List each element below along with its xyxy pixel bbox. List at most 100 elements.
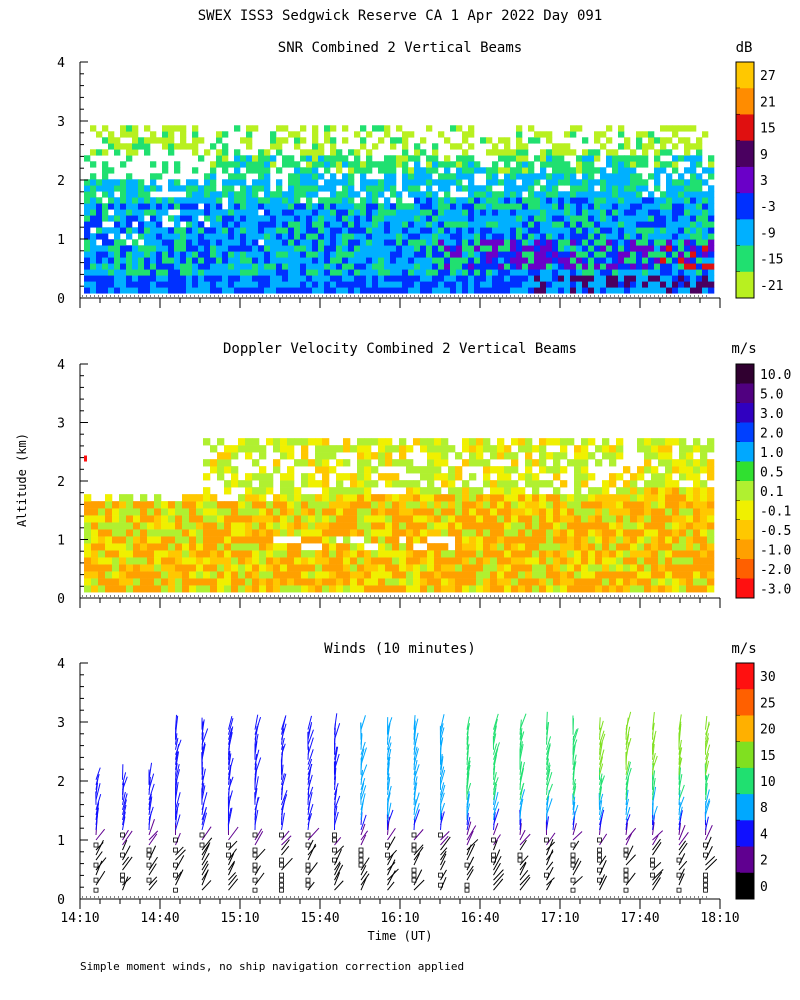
wind-barb — [705, 816, 709, 831]
doppler-cell — [336, 445, 344, 453]
snr-cell — [156, 221, 163, 228]
snr-cell — [540, 203, 547, 210]
snr-cell — [174, 239, 181, 246]
doppler-cell — [259, 529, 267, 537]
doppler-cell — [420, 508, 428, 516]
snr-cell — [192, 203, 199, 210]
doppler-cell — [511, 494, 519, 502]
snr-cell — [594, 149, 601, 156]
snr-cell — [594, 131, 601, 138]
snr-cell — [234, 149, 241, 156]
snr-cell — [432, 161, 439, 168]
doppler-cell — [287, 438, 295, 446]
snr-cell — [270, 143, 277, 150]
doppler-cell — [420, 578, 428, 586]
doppler-cell — [105, 536, 113, 544]
snr-cell — [492, 263, 499, 270]
snr-cell — [252, 257, 259, 264]
doppler-cell — [399, 515, 407, 523]
snr-cell — [402, 209, 409, 216]
doppler-cell — [280, 473, 288, 481]
doppler-cell — [91, 585, 99, 593]
snr-cell — [558, 257, 565, 264]
snr-cell — [312, 191, 319, 198]
snr-cell — [438, 257, 445, 264]
doppler-cell — [525, 466, 533, 474]
snr-cell — [288, 233, 295, 240]
doppler-cell — [308, 585, 316, 593]
snr-cell — [270, 287, 277, 294]
snr-cell — [156, 257, 163, 264]
calm-marker — [703, 887, 708, 893]
snr-cell — [660, 245, 667, 252]
doppler-cell — [553, 452, 561, 460]
snr-cell — [450, 275, 457, 282]
doppler-cell — [161, 571, 169, 579]
snr-cell — [612, 287, 619, 294]
doppler-cell — [238, 445, 246, 453]
snr-cell — [378, 161, 385, 168]
snr-cell — [498, 263, 505, 270]
snr-cell — [270, 269, 277, 276]
doppler-cell — [707, 585, 715, 593]
doppler-cell — [567, 529, 575, 537]
snr-cell — [510, 233, 517, 240]
snr-cell — [462, 233, 469, 240]
snr-cell — [336, 233, 343, 240]
snr-cell — [498, 215, 505, 222]
snr-cell — [630, 227, 637, 234]
snr-cell — [708, 191, 715, 198]
doppler-cell — [630, 508, 638, 516]
snr-cell — [216, 263, 223, 270]
snr-cell — [444, 179, 451, 186]
doppler-cell — [252, 571, 260, 579]
doppler-cell — [483, 438, 491, 446]
snr-cell — [642, 143, 649, 150]
doppler-cell — [539, 536, 547, 544]
snr-cell — [426, 155, 433, 162]
snr-cell — [192, 167, 199, 174]
doppler-cell — [686, 557, 694, 565]
wind-barb — [493, 743, 498, 755]
snr-cell — [222, 149, 229, 156]
snr-cell — [456, 209, 463, 216]
doppler-cell — [91, 501, 99, 509]
snr-cell — [354, 203, 361, 210]
snr-cell — [96, 203, 103, 210]
snr-cell — [234, 161, 241, 168]
snr-cell — [654, 263, 661, 270]
snr-cell — [420, 251, 427, 258]
snr-cell — [132, 131, 139, 138]
snr-cell — [222, 215, 229, 222]
calm-marker — [173, 837, 178, 843]
wind-barb — [148, 845, 157, 861]
doppler-cell — [693, 494, 701, 502]
snr-cell — [240, 209, 247, 216]
doppler-cell — [644, 550, 652, 558]
wind-barb — [201, 768, 206, 785]
doppler-cell — [357, 522, 365, 530]
doppler-cell — [154, 501, 162, 509]
doppler-cell — [518, 501, 526, 509]
doppler-cell — [595, 522, 603, 530]
snr-cell — [636, 137, 643, 144]
doppler-cell — [651, 466, 659, 474]
doppler-cell — [434, 473, 442, 481]
snr-cell — [486, 215, 493, 222]
snr-cell — [426, 227, 433, 234]
snr-cell — [462, 227, 469, 234]
wind-barb — [625, 737, 632, 755]
doppler-cell — [700, 578, 708, 586]
snr-cell — [186, 143, 193, 150]
doppler-cell — [217, 522, 225, 530]
snr-cell — [318, 269, 325, 276]
doppler-cell — [203, 550, 211, 558]
snr-cell — [468, 227, 475, 234]
snr-cell — [456, 281, 463, 288]
doppler-cell — [287, 557, 295, 565]
snr-cell — [552, 179, 559, 186]
snr-cell — [594, 137, 601, 144]
doppler-cell — [539, 466, 547, 474]
wind-barb — [440, 836, 451, 851]
